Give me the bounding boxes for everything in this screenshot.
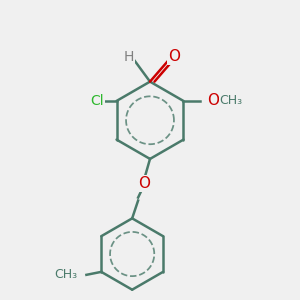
Text: O: O (138, 176, 150, 191)
Text: O: O (207, 94, 219, 109)
Text: CH₃: CH₃ (220, 94, 243, 107)
Text: O: O (168, 50, 180, 64)
Text: H: H (124, 50, 134, 64)
Text: CH₃: CH₃ (54, 268, 77, 281)
Text: Cl: Cl (90, 94, 104, 108)
